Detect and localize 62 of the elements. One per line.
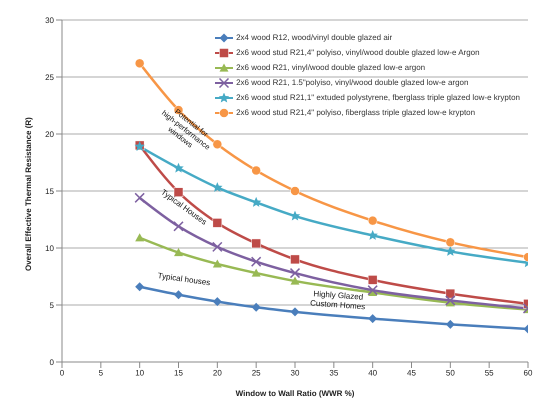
point — [250, 256, 262, 267]
point — [212, 140, 222, 150]
point — [134, 192, 145, 204]
x-tick-label: 35 — [329, 368, 339, 378]
point — [212, 259, 222, 268]
point — [135, 282, 144, 292]
point — [446, 320, 455, 329]
point — [174, 248, 183, 256]
point — [367, 284, 378, 296]
annotation: Typical houses — [157, 271, 211, 288]
point — [290, 186, 300, 196]
point — [290, 254, 300, 264]
x-tick-label: 20 — [212, 368, 222, 378]
point — [174, 290, 183, 300]
point — [445, 246, 456, 256]
point — [251, 238, 261, 248]
x-tick-label: 0 — [60, 368, 65, 378]
point — [252, 268, 261, 277]
y-tick-label: 30 — [45, 16, 55, 25]
point — [212, 182, 223, 192]
y-tick-label: 10 — [45, 244, 55, 253]
x-tick-label: 5 — [98, 368, 104, 378]
y-tick-label: 25 — [45, 72, 55, 82]
point — [252, 302, 261, 312]
x-tick-label: 40 — [368, 368, 378, 378]
y-tick-label: 0 — [50, 358, 55, 367]
legend-label: 2x6 wood R21, vinyl/wood double glazed low-e argon — [236, 62, 426, 74]
point — [290, 268, 300, 278]
x-tick-label: 15 — [174, 368, 184, 378]
point — [212, 242, 223, 252]
point — [290, 276, 300, 285]
x-tick-label: 25 — [252, 368, 262, 378]
y-tick-label: 20 — [45, 130, 55, 139]
x-tick-label: 55 — [484, 368, 494, 378]
annotation: Highly Glazed Custom Homes — [310, 289, 366, 312]
legend-label: 2x6 wood stud R21,4" polyiso, vinyl/wood double glazed low-e Argon — [236, 47, 480, 59]
point — [173, 221, 184, 232]
legend-label: 2x6 wood stud R21,4" polyiso, fiberglass triple glazed low-e krypton — [236, 107, 476, 119]
x-tick-label: 45 — [407, 368, 416, 378]
legend-label: 2x6 wood stud R21,1" extuded polystyrene, fberglass triple glazed low-e krypton — [236, 92, 520, 104]
x-tick-label: 50 — [446, 368, 456, 378]
legend-label: 2x6 wood R21, 1.5"polyiso, vinyl/wood double glazed low-e argon — [236, 77, 468, 89]
point — [446, 238, 456, 248]
point — [445, 295, 456, 306]
x-tick-label: 60 — [524, 368, 533, 378]
x-tick-label: 10 — [135, 368, 145, 378]
y-axis-title: Overall Effective Thermal Resistance (R) — [24, 116, 33, 271]
point — [173, 162, 184, 173]
point — [290, 307, 300, 316]
point — [251, 166, 261, 176]
point — [212, 297, 222, 306]
point — [368, 216, 378, 226]
point — [368, 275, 378, 285]
y-tick-label: 15 — [45, 186, 55, 196]
point — [134, 58, 144, 68]
x-tick-label: 30 — [290, 368, 300, 378]
y-tick-label: 5 — [50, 300, 55, 310]
point — [135, 233, 144, 242]
point — [368, 314, 378, 324]
legend-label: 2x4 wood R12, wood/vinyl double glazed air — [236, 32, 392, 44]
point — [212, 218, 222, 228]
x-axis-title: Window to Wall Ratio (WWR %) — [236, 389, 355, 398]
